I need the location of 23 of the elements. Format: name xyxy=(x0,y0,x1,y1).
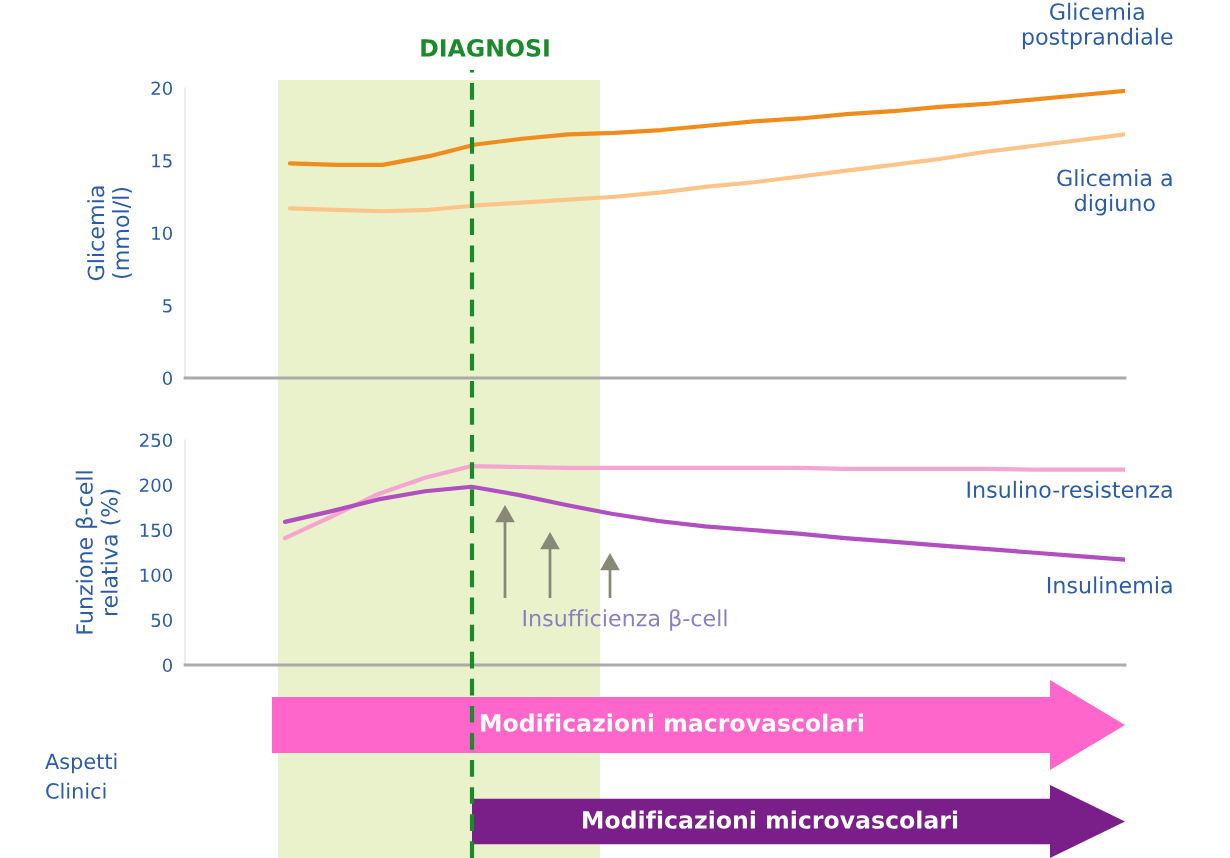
y-tick-label: 250 xyxy=(140,433,172,448)
y-tick-label: 0 xyxy=(162,371,172,386)
y-axis-title: Funzione β-cell relativa (%) xyxy=(75,471,121,634)
series-label: Glicemia a digiuno xyxy=(1057,169,1172,216)
text: Modificazioni macrovascolari xyxy=(481,713,863,732)
text: Modificazioni microvascolari xyxy=(583,810,958,829)
y-tick-label: 50 xyxy=(151,613,172,628)
series-label: Insulinemia xyxy=(1047,576,1172,594)
y-tick-label: 150 xyxy=(140,523,172,538)
y-tick-label: 20 xyxy=(151,81,172,96)
y-tick-label: 15 xyxy=(152,154,172,168)
y-tick-label: 0 xyxy=(162,658,172,673)
y-axis-title: Glicemia (mmol/l) xyxy=(87,186,132,281)
series-label: Insulino-resistenza xyxy=(967,480,1172,499)
line-series xyxy=(287,88,1125,167)
y-tick-label: 200 xyxy=(140,478,172,493)
y-tick-label: 100 xyxy=(140,568,172,583)
y-tick-label: 10 xyxy=(152,226,172,241)
y-tick-label: 5 xyxy=(163,299,172,313)
text: DIAGNOSI xyxy=(421,38,549,57)
text: Aspetti Clinici xyxy=(45,753,117,799)
annotation: Insufficienza β-cell xyxy=(523,609,727,631)
text: Glicemia postprandiale xyxy=(1022,2,1173,50)
